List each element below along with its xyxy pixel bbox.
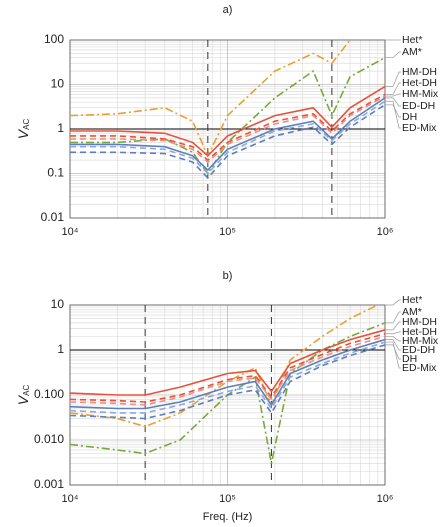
y-tick-label: 1 (57, 121, 64, 135)
series-line (70, 40, 353, 158)
legend-leader (385, 82, 401, 95)
y-axis-label-main: V (15, 128, 31, 139)
y-axis-label: VAC (15, 385, 31, 406)
legend-label: ED-DH (402, 100, 435, 112)
legend-label: AM* (402, 306, 422, 318)
legend-label: DH (402, 111, 417, 123)
x-tick-label: 10⁶ (377, 493, 394, 505)
legend-label: HM-DH (402, 316, 437, 328)
legend-leader (385, 331, 401, 335)
series-line (70, 85, 385, 157)
panel-label: a) (223, 4, 233, 16)
y-axis-label: VAC (15, 119, 31, 140)
series-line (70, 322, 385, 464)
series-line (70, 341, 385, 414)
legend-leader (385, 311, 401, 324)
series-line (70, 344, 385, 420)
series-line (70, 97, 385, 172)
y-tick-label: 0.1 (47, 166, 64, 180)
legend-label: HM-Mix (402, 335, 439, 347)
y-tick-label: 0.001 (34, 477, 64, 491)
y-axis-label-sub: AC (22, 385, 31, 396)
y-tick-label: 100 (44, 32, 64, 46)
legend-label: ED-Mix (402, 362, 437, 374)
legend-leader (385, 341, 401, 369)
legend-leader (385, 100, 401, 129)
legend-leader (385, 93, 401, 97)
legend-leader (385, 104, 401, 118)
series-line (70, 338, 385, 410)
legend-leader (385, 51, 401, 59)
y-axis-label-main: V (15, 394, 31, 405)
series-line (70, 305, 380, 428)
series-line (70, 95, 385, 164)
y-tick-label: 0.01 (41, 210, 65, 224)
legend-label: Het* (402, 34, 422, 46)
series-group (70, 305, 385, 464)
x-tick-label: 10⁴ (62, 226, 79, 238)
y-axis-label-sub: AC (22, 119, 31, 130)
x-tick-label: 10⁴ (62, 493, 79, 505)
legend-leader (385, 336, 401, 342)
legend-label: Het-DH (402, 77, 437, 89)
series-line (70, 335, 385, 406)
series-line (70, 93, 385, 162)
panel-label: b) (223, 270, 233, 282)
series-line (70, 100, 385, 175)
x-tick-label: 10⁶ (377, 226, 394, 238)
x-tick-label: 10⁵ (219, 226, 236, 238)
series-line (70, 329, 385, 396)
legend-label: Het* (402, 294, 422, 306)
legend-label: HM-DH (402, 66, 437, 78)
y-tick-label: 1 (57, 342, 64, 356)
legend-label: DH (402, 353, 417, 365)
legend-label: Het-DH (402, 326, 437, 338)
legend-leader (385, 339, 401, 351)
legend-label: HM-Mix (402, 88, 439, 100)
legend-leader (385, 344, 401, 360)
x-axis-label: Freq. (Hz) (203, 511, 253, 523)
y-tick-label: 0.100 (34, 387, 64, 401)
x-tick-label: 10⁵ (219, 493, 236, 505)
legend-label: ED-DH (402, 344, 435, 356)
legend-leader (385, 299, 401, 306)
series-line (70, 104, 385, 179)
y-tick-label: 10 (51, 77, 65, 91)
y-tick-label: 0.010 (34, 432, 64, 446)
series-line (70, 332, 385, 403)
legend-leader (385, 71, 401, 87)
plot-frame (69, 304, 386, 486)
series-group (70, 40, 385, 179)
legend-leader (385, 321, 401, 331)
legend-label: AM* (402, 46, 422, 58)
legend-leader (385, 97, 401, 107)
legend-label: ED-Mix (402, 122, 437, 134)
y-tick-label: 10 (51, 297, 65, 311)
